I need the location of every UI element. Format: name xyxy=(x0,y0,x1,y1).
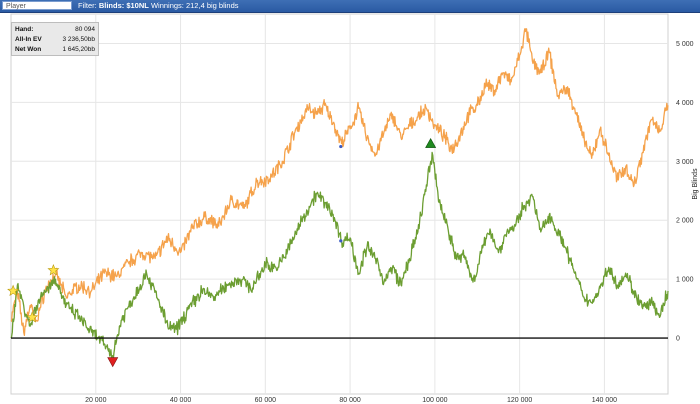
x-tick-label: 60 000 xyxy=(255,397,277,404)
stat-row-hand: Hand: 80 094 xyxy=(15,25,95,34)
stats-box: Hand: 80 094 All-In EV 3 236,50bb Net Wo… xyxy=(11,22,99,56)
series-line-net-won xyxy=(10,151,669,361)
triangle-down-marker xyxy=(107,357,119,368)
x-axis-ticks: 20 000 40 000 60 000 80 000 100 000 120 000 14… xyxy=(85,397,617,404)
y-tick-label: 3 000 xyxy=(676,159,694,166)
grid-lines xyxy=(10,13,669,395)
markers xyxy=(7,137,437,368)
stat-value: 1 645,20bb xyxy=(62,46,95,53)
filter-label: Filter: Blinds: $10NL Winnings: 212,4 bi… xyxy=(78,0,239,12)
stat-label: All-In EV xyxy=(15,36,42,43)
triangle-up-marker xyxy=(425,137,437,148)
x-tick-label: 100 000 xyxy=(422,397,447,404)
x-tick-label: 20 000 xyxy=(85,397,107,404)
star-marker xyxy=(47,263,60,276)
plot-frame xyxy=(10,13,669,395)
series-lines xyxy=(10,28,669,361)
top-toolbar: Player Filter: Blinds: $10NL Winnings: 2… xyxy=(0,0,700,13)
stat-label: Net Won xyxy=(15,46,42,53)
x-tick-label: 40 000 xyxy=(170,397,192,404)
filter-prefix: Filter: xyxy=(78,1,97,10)
x-tick-label: 140 000 xyxy=(592,397,617,404)
stat-label: Hand: xyxy=(15,26,34,33)
dot-marker xyxy=(339,239,343,243)
x-tick-label: 120 000 xyxy=(507,397,532,404)
y-axis-label: Big Blinds xyxy=(692,168,699,200)
filter-value: Blinds: $10NL xyxy=(98,1,149,10)
stat-row-net-won: Net Won 1 645,20bb xyxy=(15,45,95,54)
player-search-input[interactable]: Player xyxy=(2,1,72,10)
stat-value: 3 236,50bb xyxy=(62,36,95,43)
star-marker xyxy=(7,284,20,296)
y-tick-label: 4 000 xyxy=(676,100,694,107)
y-tick-label: 2 000 xyxy=(676,218,694,225)
star-marker xyxy=(26,311,39,323)
winnings-label: Winnings: 212,4 big blinds xyxy=(150,1,239,10)
x-tick-label: 80 000 xyxy=(339,397,361,404)
y-tick-label: 0 xyxy=(676,336,680,343)
series-line-all-in-ev xyxy=(10,28,669,337)
y-tick-label: 1 000 xyxy=(676,277,694,284)
stat-row-allin-ev: All-In EV 3 236,50bb xyxy=(15,35,95,44)
y-tick-label: 5 000 xyxy=(676,41,694,48)
stat-value: 80 094 xyxy=(75,26,95,33)
y-axis-ticks: 0 1 000 2 000 3 000 4 000 5 000 xyxy=(676,41,694,343)
dot-marker xyxy=(339,144,343,149)
